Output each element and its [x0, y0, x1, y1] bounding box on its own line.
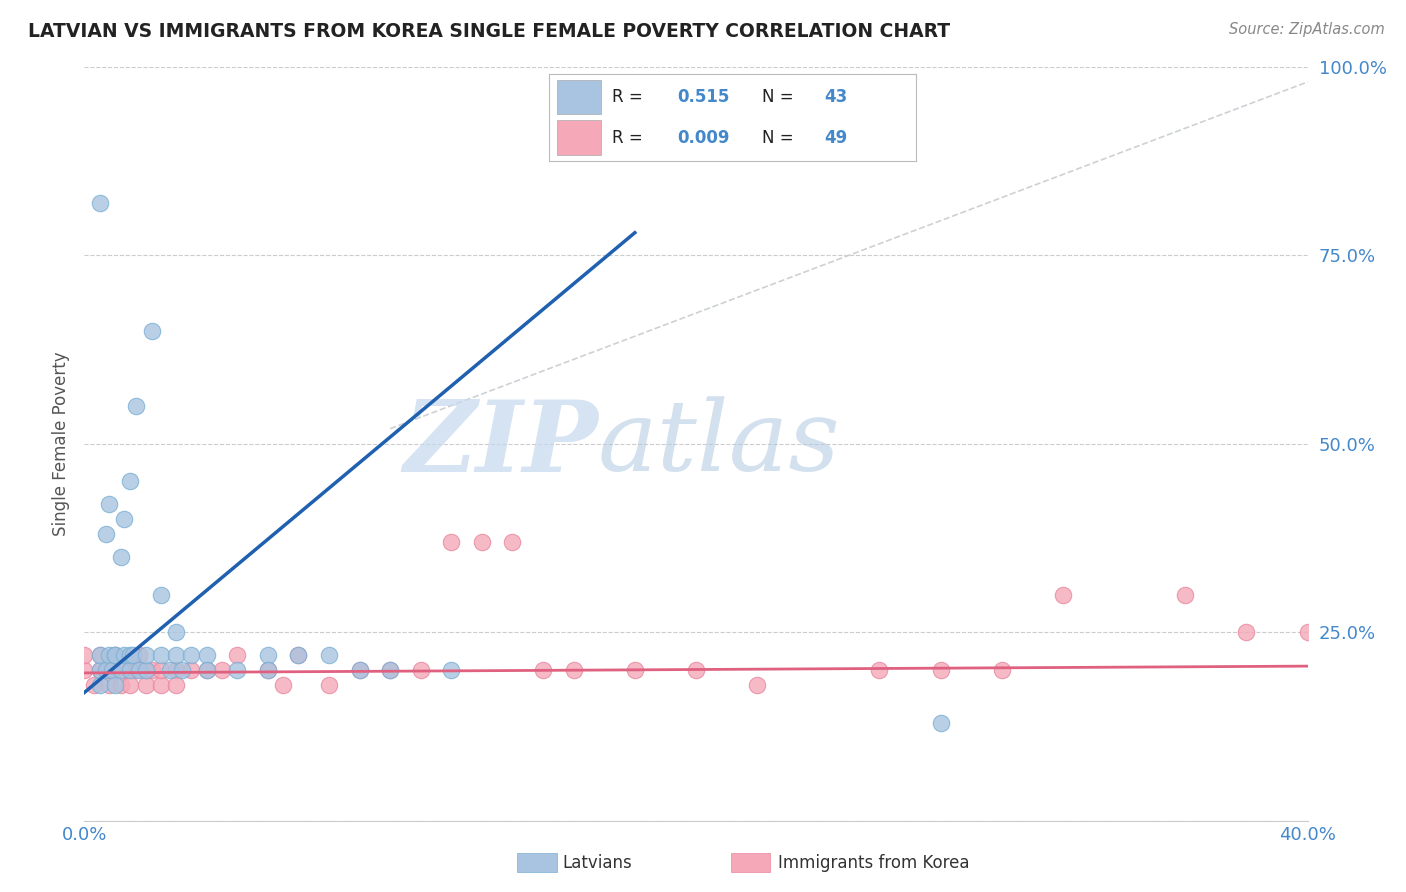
Point	[120, 648, 142, 662]
Point	[125, 663, 148, 677]
Point	[73, 648, 96, 662]
Point	[318, 648, 340, 662]
Point	[172, 663, 194, 677]
Point	[349, 663, 371, 677]
Point	[1296, 625, 1319, 640]
Point	[502, 534, 524, 549]
Text: Latvians: Latvians	[562, 854, 633, 871]
Point	[271, 678, 294, 692]
Point	[380, 663, 402, 677]
Text: Source: ZipAtlas.com: Source: ZipAtlas.com	[1229, 22, 1385, 37]
Point	[125, 399, 148, 413]
Point	[128, 648, 150, 662]
Point	[747, 678, 769, 692]
Point	[440, 534, 463, 549]
Point	[94, 663, 117, 677]
Point	[97, 678, 120, 692]
Point	[97, 648, 120, 662]
Point	[380, 663, 402, 677]
Point	[110, 678, 132, 692]
Text: atlas: atlas	[598, 396, 841, 491]
Point	[112, 663, 135, 677]
Point	[165, 678, 187, 692]
Point	[195, 663, 218, 677]
Point	[929, 715, 952, 730]
Text: LATVIAN VS IMMIGRANTS FROM KOREA SINGLE FEMALE POVERTY CORRELATION CHART: LATVIAN VS IMMIGRANTS FROM KOREA SINGLE …	[28, 22, 950, 41]
Point	[110, 549, 132, 564]
Point	[991, 663, 1014, 677]
Point	[180, 648, 202, 662]
Point	[104, 663, 127, 677]
Point	[94, 527, 117, 541]
Point	[165, 648, 187, 662]
Point	[101, 663, 124, 677]
Point	[141, 324, 163, 338]
Point	[180, 663, 202, 677]
Point	[149, 663, 172, 677]
Point	[94, 663, 117, 677]
Point	[440, 663, 463, 677]
Point	[89, 195, 111, 210]
Point	[104, 648, 127, 662]
Point	[287, 648, 309, 662]
Point	[149, 648, 172, 662]
Y-axis label: Single Female Poverty: Single Female Poverty	[52, 351, 70, 536]
Point	[112, 512, 135, 526]
Point	[149, 588, 172, 602]
Point	[104, 678, 127, 692]
Point	[122, 648, 145, 662]
Point	[211, 663, 233, 677]
Point	[685, 663, 707, 677]
Point	[287, 648, 309, 662]
Point	[149, 678, 172, 692]
Point	[165, 663, 187, 677]
Point	[1174, 588, 1197, 602]
Point	[135, 648, 157, 662]
Point	[318, 678, 340, 692]
Point	[120, 678, 142, 692]
Point	[929, 663, 952, 677]
Text: ZIP: ZIP	[404, 395, 598, 492]
Point	[112, 648, 135, 662]
Point	[89, 648, 111, 662]
Point	[120, 475, 142, 489]
Point	[165, 625, 187, 640]
Point	[104, 648, 127, 662]
Point	[135, 663, 157, 677]
Point	[73, 663, 96, 677]
Point	[89, 663, 111, 677]
Point	[195, 648, 218, 662]
Point	[89, 678, 111, 692]
Point	[110, 663, 132, 677]
Text: Immigrants from Korea: Immigrants from Korea	[778, 854, 969, 871]
Point	[257, 663, 280, 677]
Point	[120, 663, 142, 677]
Point	[226, 648, 249, 662]
Point	[1052, 588, 1074, 602]
Point	[562, 663, 585, 677]
Point	[226, 663, 249, 677]
Point	[89, 663, 111, 677]
Point	[141, 663, 163, 677]
Point	[128, 663, 150, 677]
Point	[97, 497, 120, 511]
Point	[104, 648, 127, 662]
Point	[97, 663, 120, 677]
Point	[409, 663, 432, 677]
Point	[531, 663, 554, 677]
Point	[1236, 625, 1258, 640]
Point	[89, 648, 111, 662]
Point	[257, 648, 280, 662]
Point	[257, 663, 280, 677]
Point	[624, 663, 647, 677]
Point	[135, 663, 157, 677]
Point	[471, 534, 494, 549]
Point	[120, 663, 142, 677]
Point	[195, 663, 218, 677]
Point	[869, 663, 891, 677]
Point	[135, 678, 157, 692]
Point	[349, 663, 371, 677]
Point	[159, 663, 181, 677]
Point	[83, 678, 105, 692]
